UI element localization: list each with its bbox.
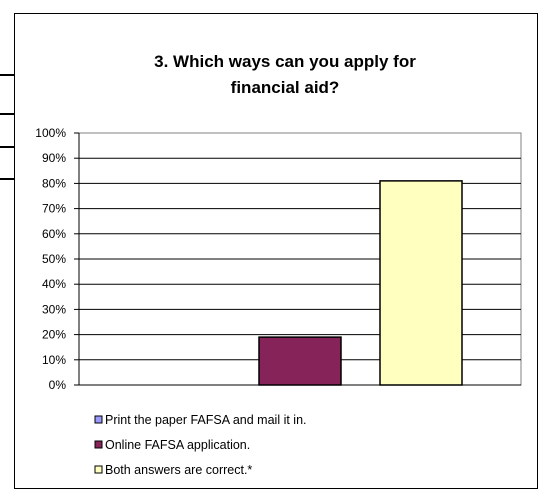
legend-label: Print the paper FAFSA and mail it in. — [105, 413, 307, 427]
background-line — [0, 146, 20, 148]
y-tick-label: 30% — [42, 302, 66, 316]
y-tick-label: 0% — [49, 378, 67, 392]
legend-label: Both answers are correct.* — [105, 463, 252, 477]
bar — [258, 336, 342, 386]
legend-swatch — [94, 415, 103, 424]
y-tick-label: 10% — [42, 353, 66, 367]
legend-swatch — [94, 465, 103, 474]
y-tick-label: 90% — [42, 151, 66, 165]
chart-title-line-2: financial aid? — [231, 78, 340, 97]
legend-swatch — [94, 440, 103, 449]
background-line — [0, 74, 20, 76]
y-tick-label: 70% — [42, 202, 66, 216]
bar — [379, 180, 463, 386]
y-tick-label: 60% — [42, 227, 66, 241]
y-tick-label: 20% — [42, 328, 66, 342]
y-tick-label: 100% — [35, 126, 66, 140]
y-tick-label: 40% — [42, 277, 66, 291]
y-tick-label: 50% — [42, 252, 66, 266]
legend-label: Online FAFSA application. — [105, 438, 250, 452]
background-line — [0, 178, 20, 180]
chart-title-line-1: 3. Which ways can you apply for — [154, 52, 416, 71]
background-line — [0, 113, 20, 115]
y-tick-label: 80% — [42, 176, 66, 190]
